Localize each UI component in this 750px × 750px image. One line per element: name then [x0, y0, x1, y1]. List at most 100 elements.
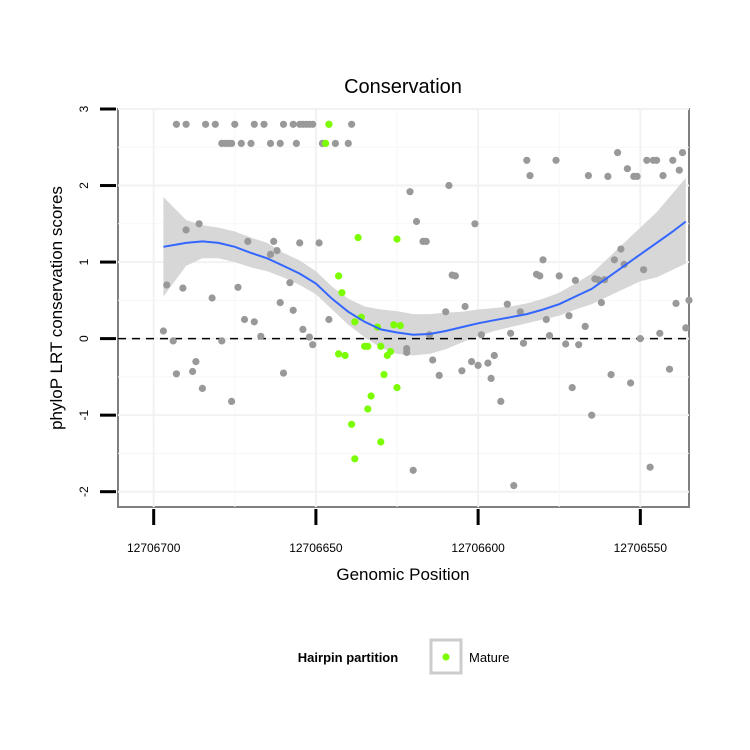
- conservation-point: [257, 332, 265, 340]
- conservation-point: [633, 172, 641, 180]
- conservation-point: [234, 283, 242, 291]
- conservation-point: [442, 308, 450, 316]
- conservation-point: [659, 172, 667, 180]
- mature-point: [393, 384, 401, 392]
- conservation-point: [348, 120, 356, 128]
- conservation-point: [588, 411, 596, 419]
- conservation-point: [669, 156, 677, 164]
- conservation-point: [682, 324, 690, 332]
- conservation-point: [182, 226, 190, 234]
- conservation-point: [270, 237, 278, 245]
- conservation-point: [604, 172, 612, 180]
- conservation-point: [344, 139, 352, 147]
- conservation-point: [519, 339, 528, 347]
- conservation-point: [279, 120, 288, 128]
- mature-point: [322, 139, 330, 147]
- conservation-point: [208, 294, 216, 302]
- mature-point: [335, 272, 343, 280]
- conservation-point: [672, 299, 680, 307]
- mature-point: [377, 438, 385, 446]
- conservation-point: [305, 333, 313, 341]
- conservation-point: [412, 217, 421, 226]
- conservation-point: [276, 299, 284, 307]
- mature-point: [377, 342, 385, 350]
- conservation-point: [289, 120, 297, 128]
- mature-point: [364, 405, 372, 413]
- conservation-point: [403, 348, 411, 356]
- legend: Hairpin partition Mature: [298, 638, 509, 675]
- conservation-point: [286, 279, 294, 287]
- conservation-point: [240, 315, 249, 324]
- conservation-point: [685, 296, 693, 304]
- conservation-point: [273, 247, 281, 255]
- conservation-point: [422, 237, 430, 245]
- conservation-point: [202, 120, 210, 128]
- conservation-point: [490, 351, 498, 360]
- mature-point: [386, 348, 395, 356]
- conservation-point: [610, 256, 619, 264]
- conservation-point: [536, 272, 544, 280]
- conservation-point: [250, 120, 258, 128]
- conservation-point: [656, 329, 664, 337]
- mature-point: [338, 289, 346, 297]
- conservation-point: [228, 397, 236, 405]
- conservation-point: [169, 337, 177, 345]
- mature-point: [351, 455, 359, 463]
- confidence-band: [163, 177, 686, 356]
- conservation-point: [516, 308, 524, 316]
- conservation-point: [228, 139, 236, 147]
- conservation-point: [623, 165, 632, 173]
- conservation-point: [250, 318, 258, 326]
- mature-point: [380, 371, 388, 379]
- conservation-point: [571, 276, 580, 284]
- conservation-point: [435, 371, 443, 379]
- conservation-point: [507, 329, 515, 337]
- data-points: [159, 120, 693, 490]
- conservation-point: [309, 341, 317, 349]
- conservation-point: [627, 379, 635, 387]
- x-axis-label: Genomic Position: [336, 565, 469, 584]
- conservation-point: [211, 120, 219, 128]
- conservation-point: [279, 369, 288, 377]
- y-axis: -2 -1 0 1 2 3: [77, 105, 116, 497]
- conservation-point: [244, 237, 252, 245]
- conservation-point: [182, 120, 190, 128]
- conservation-point: [614, 149, 622, 157]
- x-tick-label: 12706650: [289, 541, 343, 555]
- conservation-point: [237, 139, 245, 147]
- y-tick-label: 3: [77, 105, 91, 112]
- mature-point: [335, 350, 343, 358]
- x-tick-label: 12706550: [614, 541, 668, 555]
- conservation-point: [458, 367, 466, 375]
- conservation-point: [325, 315, 333, 324]
- mature-point: [341, 351, 349, 360]
- conservation-point: [192, 358, 200, 366]
- conservation-point: [289, 306, 297, 314]
- legend-entry-mature: Mature: [469, 650, 509, 665]
- conservation-point: [565, 312, 573, 320]
- conservation-point: [497, 397, 505, 405]
- conservation-point: [640, 266, 648, 274]
- conservation-point: [510, 482, 518, 490]
- conservation-point: [299, 325, 307, 333]
- plot-panel: [117, 108, 690, 508]
- conservation-point: [526, 172, 534, 180]
- conservation-point: [471, 220, 479, 228]
- conservation-point: [276, 139, 284, 147]
- conservation-point: [461, 302, 469, 311]
- conservation-point: [172, 120, 180, 128]
- conservation-point: [309, 120, 317, 128]
- conservation-point: [643, 156, 651, 164]
- conservation-point: [665, 365, 674, 373]
- conservation-point: [266, 250, 275, 258]
- legend-key-marker: [442, 653, 450, 661]
- conservation-point: [331, 139, 339, 147]
- mature-point: [367, 392, 375, 400]
- conservation-point: [195, 220, 203, 228]
- chart-title: Conservation: [344, 76, 462, 98]
- conservation-point: [503, 300, 511, 308]
- conservation-point: [562, 340, 570, 348]
- conservation-point: [266, 139, 275, 147]
- conservation-point: [594, 276, 602, 284]
- conservation-point: [584, 172, 593, 180]
